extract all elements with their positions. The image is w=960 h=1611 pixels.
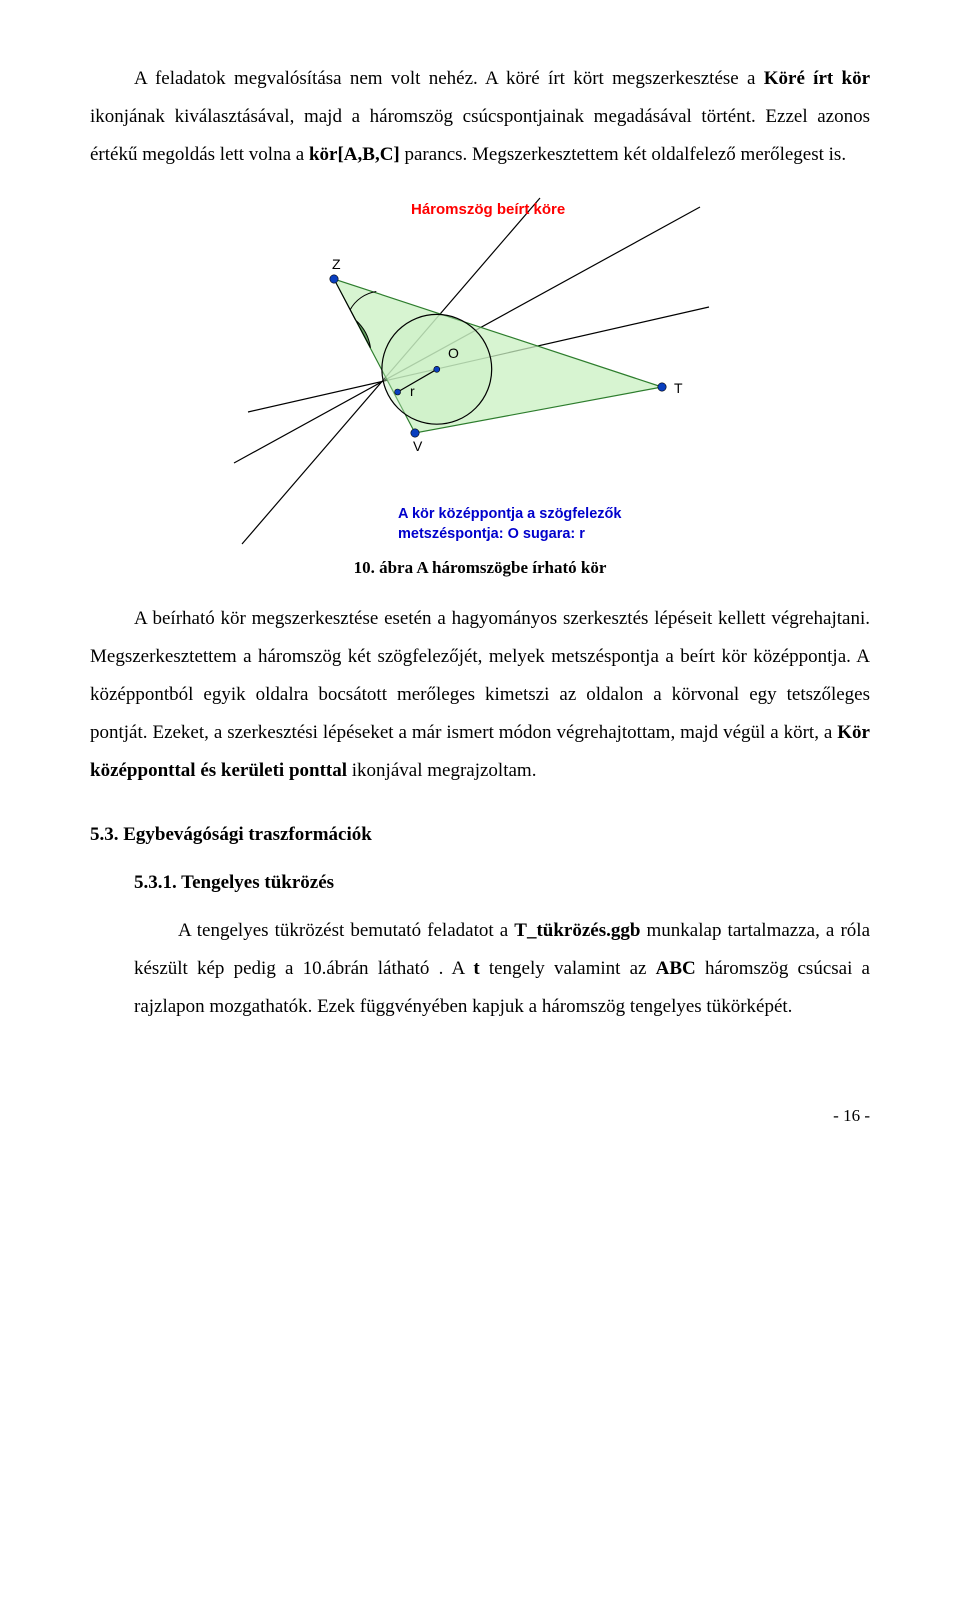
label-r: r bbox=[410, 383, 415, 399]
label-t: T bbox=[674, 380, 683, 396]
point-z bbox=[330, 275, 338, 283]
point-r-foot bbox=[395, 389, 401, 395]
text: A feladatok megvalósítása nem volt nehéz… bbox=[134, 68, 764, 89]
label-v: V bbox=[413, 438, 423, 454]
point-t bbox=[658, 383, 666, 391]
bold-text: ABC bbox=[656, 958, 696, 979]
page-number: - 16 - bbox=[90, 1106, 870, 1126]
text: A beírható kör megszerkesztése esetén a … bbox=[90, 608, 870, 743]
heading-5-3-1: 5.3.1. Tengelyes tükrözés bbox=[134, 872, 870, 894]
figure-svg: Z V T O r Háromszög beírt köre A kör köz… bbox=[230, 192, 730, 552]
heading-5-3: 5.3. Egybevágósági traszformációk bbox=[90, 824, 870, 846]
figure-10: Z V T O r Háromszög beírt köre A kör köz… bbox=[90, 192, 870, 578]
figure-subtitle-1: A kör középpontja a szögfelezők bbox=[398, 506, 622, 522]
figure-title: Háromszög beírt köre bbox=[411, 201, 565, 218]
label-z: Z bbox=[332, 256, 341, 272]
text: tengely valamint az bbox=[480, 958, 656, 979]
text: parancs. Megszerkesztettem két oldalfele… bbox=[400, 144, 846, 165]
point-o bbox=[434, 366, 440, 372]
bold-text: Köré írt kör bbox=[764, 68, 870, 89]
figure-subtitle-2: metszéspontja: O sugara: r bbox=[398, 526, 585, 542]
paragraph-2: A beírható kör megszerkesztése esetén a … bbox=[90, 600, 870, 790]
bold-text: T_tükrözés.ggb bbox=[514, 920, 640, 941]
text: ikonjával megrajzoltam. bbox=[347, 760, 536, 781]
label-o: O bbox=[448, 345, 459, 361]
figure-caption: 10. ábra A háromszögbe írható kör bbox=[354, 558, 607, 578]
text: A tengelyes tükrözést bemutató feladatot… bbox=[178, 920, 514, 941]
paragraph-3: A tengelyes tükrözést bemutató feladatot… bbox=[134, 912, 870, 1026]
paragraph-1: A feladatok megvalósítása nem volt nehéz… bbox=[90, 60, 870, 174]
point-v bbox=[411, 429, 419, 437]
bold-text: kör[A,B,C] bbox=[309, 144, 400, 165]
